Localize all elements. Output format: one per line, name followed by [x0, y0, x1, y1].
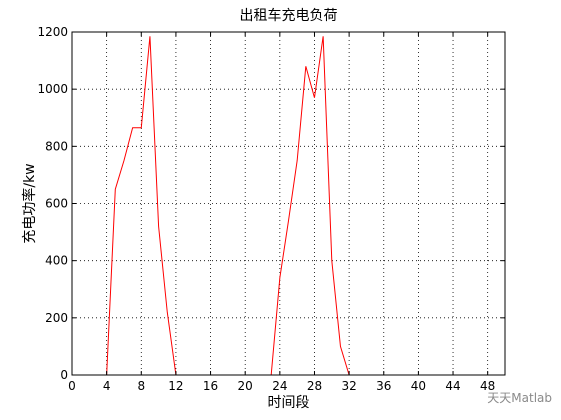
y-tick-label: 800: [45, 139, 68, 153]
x-tick-label: 36: [376, 379, 391, 393]
tick-labels: 0 4 8 12 16 20 24 28 32 36 40 44 4802004006008001000…: [37, 25, 495, 393]
y-axis-label: 充电功率/kw: [21, 163, 38, 243]
x-tick-label: 16: [203, 379, 218, 393]
x-tick-label: 24: [272, 379, 287, 393]
y-tick-label: 400: [45, 254, 68, 268]
x-tick-label: 40: [411, 379, 426, 393]
ticks: [71, 31, 505, 376]
x-tick-label: 44: [445, 379, 460, 393]
y-tick-label: 1200: [37, 25, 68, 39]
x-tick-label: 28: [307, 379, 322, 393]
x-tick-label: 0: [68, 379, 76, 393]
grid: [72, 32, 505, 375]
y-tick-label: 1000: [37, 82, 68, 96]
x-tick-label: 48: [480, 379, 495, 393]
x-tick-label: 12: [168, 379, 183, 393]
y-tick-label: 0: [60, 368, 68, 382]
y-tick-label: 600: [45, 197, 68, 211]
chart-title: 出租车充电负荷: [240, 7, 338, 24]
y-tick-label: 200: [45, 311, 68, 325]
watermark-text: 天天Matlab: [487, 391, 552, 405]
x-tick-label: 8: [137, 379, 145, 393]
x-tick-label: 20: [238, 379, 253, 393]
x-tick-label: 4: [103, 379, 111, 393]
x-tick-label: 32: [341, 379, 356, 393]
x-axis-label: 时间段: [268, 395, 310, 411]
